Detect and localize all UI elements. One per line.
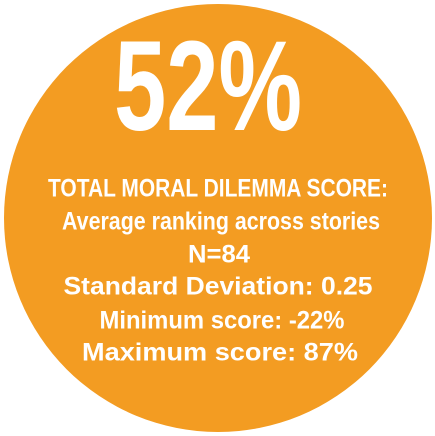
info-line: Standard Deviation: 0.25 — [64, 273, 373, 301]
orange-circle — [4, 4, 432, 432]
info-line: N=84 — [188, 241, 250, 269]
info-line: Minimum score: -22% — [100, 307, 345, 335]
headline-percent: 52% — [114, 15, 302, 158]
info-line: Average ranking across stories — [62, 208, 380, 236]
score-title: TOTAL MORAL DILEMMA SCORE: — [48, 175, 388, 203]
info-line: Maximum score: 87% — [82, 339, 358, 367]
